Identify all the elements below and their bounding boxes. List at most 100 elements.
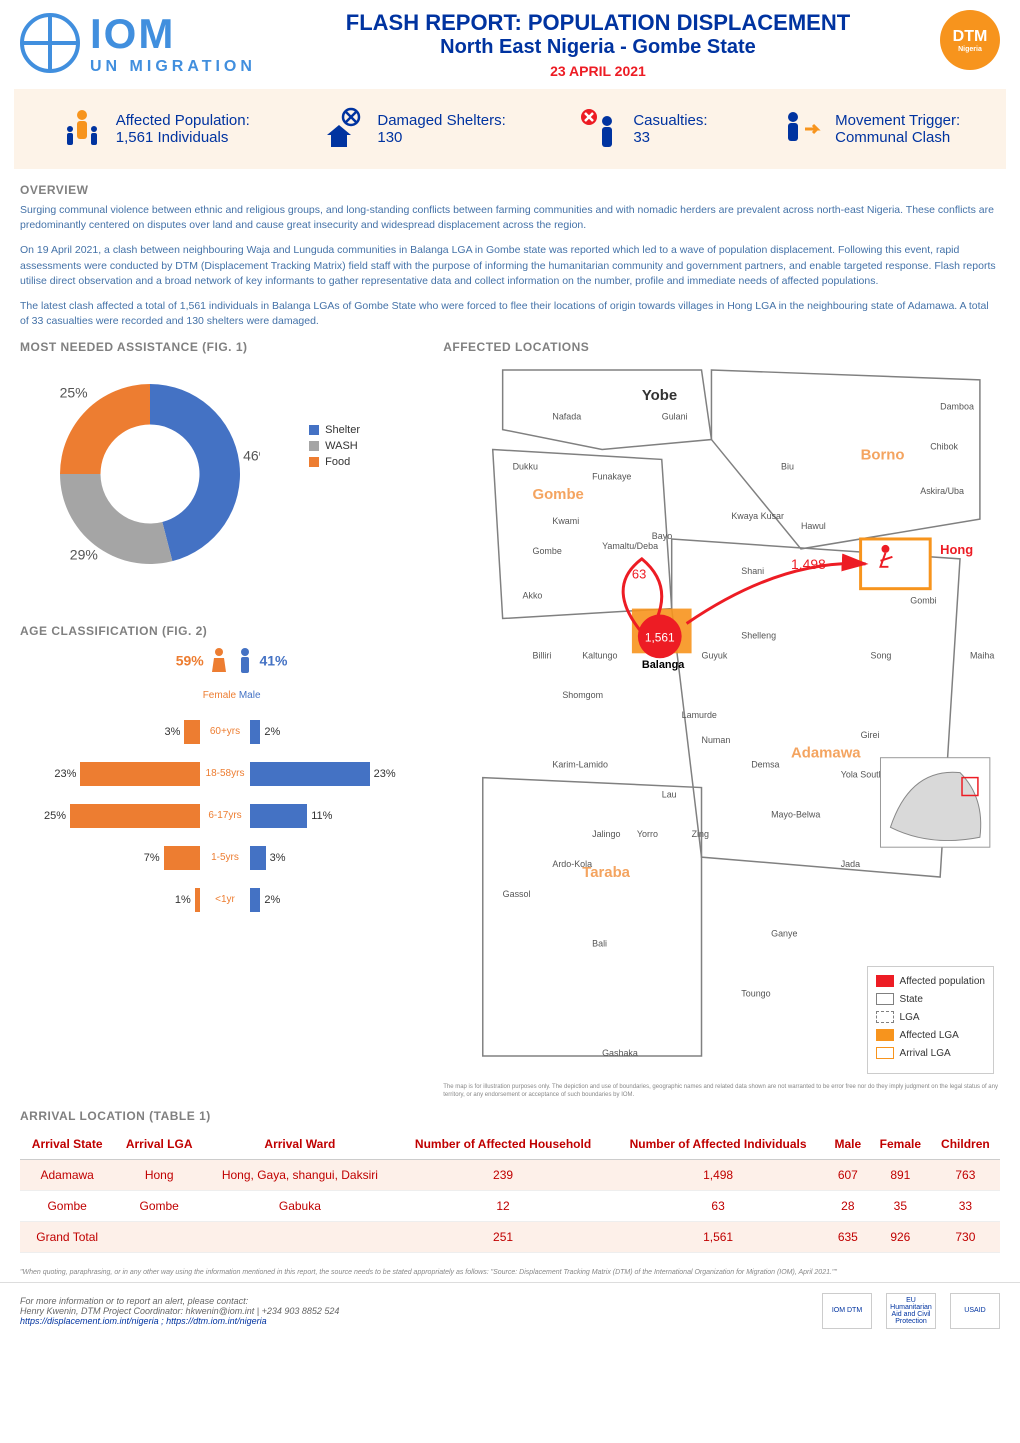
female-bar-pct: 7%	[140, 852, 164, 864]
lga-label: Kwaya Kusar	[732, 511, 785, 521]
lga-label: Numan	[702, 734, 731, 744]
male-icon	[237, 648, 253, 676]
state-outline	[493, 449, 672, 618]
lga-label: Chibok	[930, 441, 958, 451]
running-person-icon	[882, 544, 890, 552]
table-header-cell: Number of Affected Household	[396, 1129, 611, 1160]
lga-label: Gashaka	[602, 1048, 638, 1058]
stats-bar: Affected Population: 1,561 Individuals D…	[14, 89, 1006, 169]
table-cell: 35	[870, 1190, 931, 1221]
footer-logo: EU Humanitarian Aid and Civil Protection	[886, 1293, 936, 1329]
female-icon	[211, 648, 227, 676]
org-name-bottom: UN MIGRATION	[90, 58, 256, 76]
lga-label: Mayo-Belwa	[771, 809, 820, 819]
lga-label: Shelleng	[741, 630, 776, 640]
table-cell: Gombe	[114, 1190, 204, 1221]
state-name-label: Yobe	[642, 387, 677, 403]
dtm-sub: Nigeria	[958, 46, 982, 53]
legend-item: WASH	[309, 440, 360, 452]
footer-logo: IOM DTM	[822, 1293, 872, 1329]
dtm-badge: DTM Nigeria	[940, 10, 1000, 70]
overview-heading: OVERVIEW	[20, 183, 1000, 197]
female-pct: 59%	[176, 652, 204, 668]
table-cell: Adamawa	[20, 1159, 114, 1190]
stat-value: 130	[377, 129, 505, 146]
report-title: FLASH REPORT: POPULATION DISPLACEMENT	[276, 10, 920, 36]
legend-arrival-lga: Arrival LGA	[900, 1048, 951, 1059]
table-cell: 63	[610, 1190, 825, 1221]
report-subtitle: North East Nigeria - Gombe State	[276, 36, 920, 59]
lga-label: Damboa	[940, 401, 974, 411]
state-outline	[712, 369, 980, 548]
table-cell: 1,561	[610, 1221, 825, 1252]
stat-casualties: Casualties: 33	[577, 107, 707, 151]
lga-label: Zing	[692, 829, 709, 839]
lga-label: Gassol	[503, 888, 531, 898]
table-cell: 1,498	[610, 1159, 825, 1190]
age-band-label: 60+yrs	[200, 726, 250, 737]
lga-label: Hawul	[801, 521, 826, 531]
table-cell: 28	[826, 1190, 870, 1221]
male-label: Male	[239, 690, 261, 701]
state-name-label: Borno	[861, 447, 905, 463]
lga-label: Bali	[592, 938, 607, 948]
lga-label: Girei	[861, 729, 880, 739]
contact-line1: For more information or to report an ale…	[20, 1296, 339, 1306]
lga-label: Shomgom	[563, 690, 604, 700]
male-bar	[250, 804, 307, 828]
state-name-label: Gombe	[533, 487, 584, 503]
female-bar-pct: 3%	[161, 726, 185, 738]
lga-label: Yamaltu/Deba	[602, 540, 658, 550]
pyramid-row: 1%<1yr2%	[40, 885, 423, 915]
stat-label: Affected Population:	[116, 112, 250, 129]
female-bar-pct: 25%	[40, 810, 70, 822]
movement-icon	[779, 107, 823, 151]
pyramid-row: 7%1-5yrs3%	[40, 843, 423, 873]
stat-value: Communal Clash	[835, 129, 960, 146]
flow-value: 1,498	[791, 555, 826, 571]
lga-label: Akko	[523, 590, 543, 600]
male-bar	[250, 846, 266, 870]
lga-label: Gombi	[911, 595, 937, 605]
male-bar	[250, 888, 260, 912]
legend-lga: LGA	[900, 1012, 920, 1023]
overview-p2: On 19 April 2021, a clash between neighb…	[20, 243, 1000, 289]
map-note: The map is for illustration purposes onl…	[443, 1084, 1000, 1098]
lga-label: Demsa	[751, 759, 779, 769]
lga-label: Gulani	[662, 411, 688, 421]
overview-section: OVERVIEW Surging communal violence betwe…	[0, 183, 1020, 330]
male-bar-pct: 11%	[307, 810, 336, 822]
map-legend: Affected population State LGA Affected L…	[867, 966, 994, 1074]
footer: For more information or to report an ale…	[0, 1282, 1020, 1339]
footer-logos: IOM DTM EU Humanitarian Aid and Civil Pro…	[822, 1293, 1000, 1329]
assistance-heading: MOST NEEDED ASSISTANCE (FIG. 1)	[20, 340, 423, 354]
table-cell: Gombe	[20, 1190, 114, 1221]
legend-item: Shelter	[309, 424, 360, 436]
age-pyramid-chart: 59% 41% Female Male 3%60+yrs2%23%18-58yr…	[40, 648, 423, 915]
lga-label: Toungo	[741, 988, 770, 998]
lga-label: Biu	[781, 461, 794, 471]
pyramid-row: 3%60+yrs2%	[40, 717, 423, 747]
lga-label: Gombe	[533, 545, 562, 555]
contact-line2: Henry Kwenin, DTM Project Coordinator: h…	[20, 1306, 339, 1316]
org-name-top: IOM	[90, 10, 256, 58]
people-icon	[60, 107, 104, 151]
table-header-cell: Arrival State	[20, 1129, 114, 1160]
lga-label: Shani	[741, 565, 764, 575]
globe-icon	[20, 13, 80, 73]
age-band-label: 18-58yrs	[200, 768, 250, 779]
citation-note: "When quoting, paraphrasing, or in any o…	[0, 1263, 1020, 1282]
title-block: FLASH REPORT: POPULATION DISPLACEMENT No…	[276, 10, 920, 79]
lga-label: Nafada	[553, 411, 582, 421]
lga-label: Hong	[940, 541, 973, 556]
state-outline	[503, 369, 712, 449]
table-cell: Hong	[114, 1159, 204, 1190]
table-cell: 33	[931, 1190, 1000, 1221]
overview-p1: Surging communal violence between ethnic…	[20, 203, 1000, 233]
donut-pct-label: 46%	[243, 447, 260, 463]
arrival-heading: ARRIVAL LOCATION (TABLE 1)	[20, 1109, 1000, 1123]
pyramid-row: 25%6-17yrs11%	[40, 801, 423, 831]
table-header-cell: Arrival Ward	[204, 1129, 396, 1160]
flow-arrow	[687, 563, 866, 623]
lga-label: Funakaye	[592, 471, 631, 481]
